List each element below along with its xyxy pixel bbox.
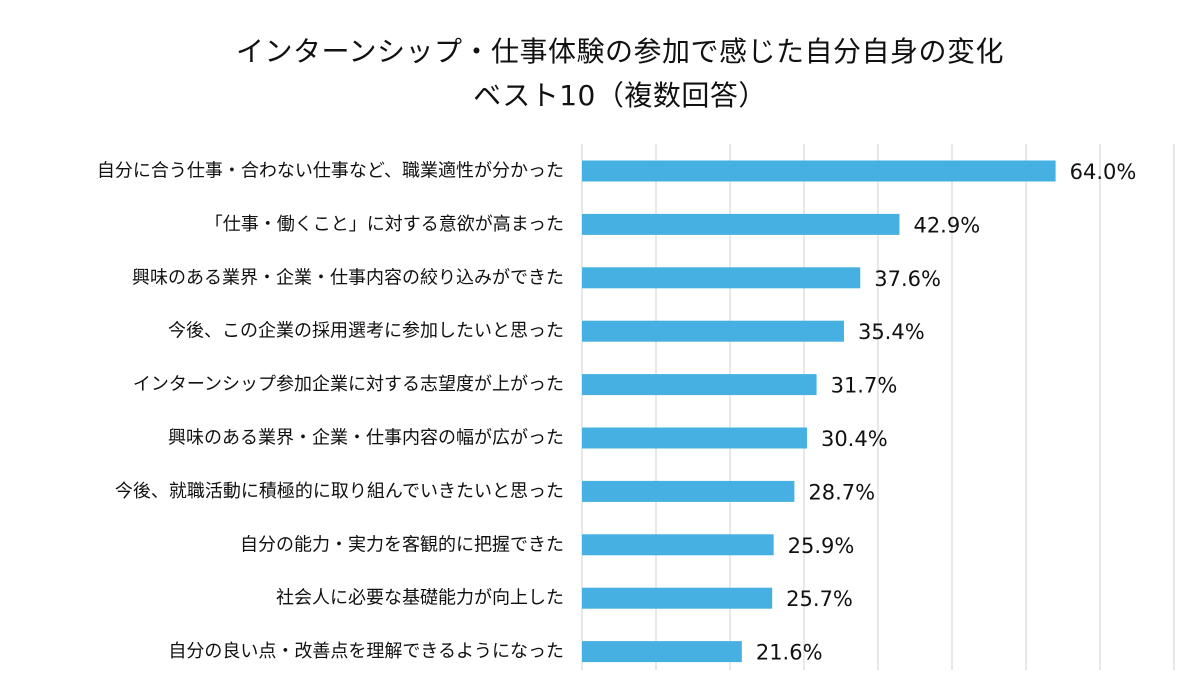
- bar: [582, 267, 861, 289]
- chart-title: インターンシップ・仕事体験の参加で感じた自分自身の変化: [235, 35, 1005, 68]
- bar: [582, 534, 774, 556]
- category-label: インターンシップ参加企業に対する志望度が上がった: [133, 374, 564, 395]
- bar: [582, 587, 773, 609]
- category-label: 興味のある業界・企業・仕事内容の絞り込みができた: [132, 267, 564, 288]
- category-label: 今後、就職活動に積極的に取り組んでいきたいと思った: [115, 481, 564, 502]
- value-label: 25.9%: [788, 534, 855, 558]
- bars: [582, 160, 1056, 663]
- category-label: 自分の良い点・改善点を理解できるようになった: [168, 641, 564, 662]
- value-label: 31.7%: [831, 374, 898, 398]
- category-label: 自分に合う仕事・合わない仕事など、職業適性が分かった: [97, 161, 564, 182]
- value-label: 28.7%: [808, 480, 875, 504]
- value-label: 42.9%: [913, 213, 980, 237]
- bar: [582, 427, 807, 449]
- value-label: 30.4%: [821, 427, 888, 451]
- bar: [582, 213, 900, 235]
- value-label: 64.0%: [1070, 160, 1137, 184]
- bar: [582, 480, 795, 502]
- category-label: 自分の能力・実力を客観的に把握できた: [240, 534, 564, 555]
- value-label: 35.4%: [858, 320, 925, 344]
- category-label: 社会人に必要な基礎能力が向上した: [276, 588, 564, 609]
- chart-title-block: インターンシップ・仕事体験の参加で感じた自分自身の変化 ベスト10（複数回答）: [0, 30, 1200, 118]
- category-labels: 自分に合う仕事・合わない仕事など、職業適性が分かった「仕事・働くこと」に対する意…: [97, 161, 564, 663]
- bar: [582, 320, 844, 342]
- bar: [582, 160, 1056, 182]
- value-label: 21.6%: [756, 641, 823, 665]
- bar: [582, 641, 742, 663]
- category-label: 興味のある業界・企業・仕事内容の幅が広がった: [168, 428, 564, 449]
- bar: [582, 374, 817, 396]
- category-label: 今後、この企業の採用選考に参加したいと思った: [168, 321, 564, 342]
- category-label: 「仕事・働くこと」に対する意欲が高まった: [205, 214, 564, 235]
- value-label: 25.7%: [786, 587, 853, 611]
- chart-subtitle: ベスト10（複数回答）: [473, 79, 767, 112]
- value-label: 37.6%: [874, 267, 941, 291]
- value-labels: 64.0% 42.9% 37.6% 35.4% 31.7% 30.4% 28.7% 25.9%…: [756, 160, 1136, 665]
